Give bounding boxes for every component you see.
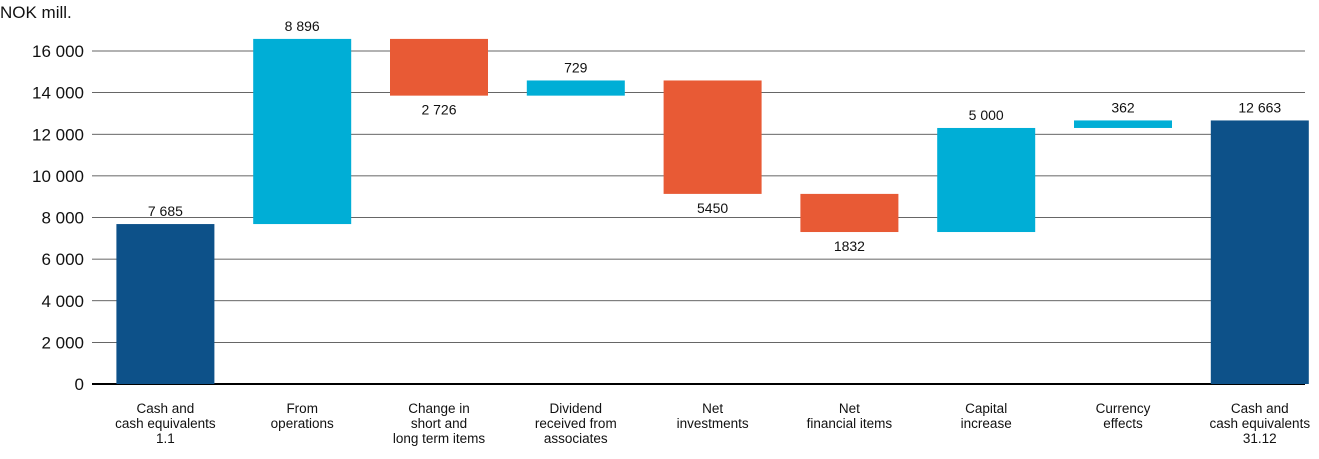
y-axis-label: NOK mill.	[0, 3, 72, 22]
x-tick-label-line: cash equivalents	[115, 416, 216, 431]
data-label: 362	[1111, 99, 1135, 115]
y-tick-label: 6 000	[41, 250, 84, 269]
bar	[800, 193, 899, 233]
data-label: 7 685	[148, 203, 183, 219]
x-tick-label-line: investments	[677, 416, 749, 431]
x-tick-label-line: 31.12	[1243, 431, 1277, 446]
bar	[1074, 120, 1172, 128]
x-tick-label: Capital increase	[961, 401, 1012, 431]
bar	[663, 80, 762, 194]
x-tick-label: Change in short and long term items	[393, 401, 486, 446]
bar	[390, 38, 488, 96]
x-tick-label-line: From	[286, 401, 318, 416]
data-label: 2 726	[421, 102, 456, 118]
x-tick-label: Cash and cash equivalents 31.12	[1210, 401, 1311, 446]
x-tick-label-line: associates	[544, 431, 608, 446]
x-tick-label-line: Cash and	[1231, 401, 1289, 416]
bar	[1210, 120, 1309, 385]
x-tick-label: Dividend received from associates	[535, 401, 617, 446]
y-tick-label: 8 000	[41, 209, 84, 228]
bar	[116, 224, 215, 384]
x-tick-label-line: operations	[271, 416, 334, 431]
x-tick-label: Net financial items	[807, 401, 893, 431]
x-tick-label-line: 1.1	[156, 431, 175, 446]
x-tick-label: Net investments	[677, 401, 749, 431]
x-tick-label: From operations	[271, 401, 334, 431]
bar	[526, 80, 625, 96]
y-tick-label: 0	[75, 375, 84, 394]
x-tick-label-line: short and	[411, 416, 467, 431]
x-tick-label-line: cash equivalents	[1210, 416, 1311, 431]
data-label: 12 663	[1238, 99, 1281, 115]
x-tick-label-line: Change in	[408, 401, 470, 416]
data-label: 8 896	[285, 18, 320, 34]
x-tick-label-line: increase	[961, 416, 1012, 431]
y-tick-label: 4 000	[41, 292, 84, 311]
data-label: 1832	[834, 238, 865, 254]
y-tick-label: 12 000	[32, 125, 84, 144]
x-tick-label: Currency effects	[1096, 401, 1151, 431]
x-tick-label-line: Capital	[965, 401, 1007, 416]
data-label: 5450	[697, 200, 728, 216]
x-tick-label-line: long term items	[393, 431, 486, 446]
y-tick-label: 16 000	[32, 42, 84, 61]
x-tick-label-line: Currency	[1096, 401, 1151, 416]
x-tick-label-line: received from	[535, 416, 617, 431]
x-tick-label-line: Cash and	[137, 401, 195, 416]
x-tick-label-line: effects	[1103, 416, 1143, 431]
data-label: 5 000	[969, 107, 1004, 123]
x-tick-label-line: financial items	[807, 416, 893, 431]
x-tick-label-line: Dividend	[550, 401, 603, 416]
bar	[253, 38, 352, 225]
y-tick-label: 14 000	[32, 84, 84, 103]
x-tick-label-line: Net	[702, 401, 723, 416]
data-label: 729	[564, 59, 588, 75]
bar	[937, 127, 1036, 233]
y-tick-label: 2 000	[41, 333, 84, 352]
y-tick-label: 10 000	[32, 167, 84, 186]
x-tick-label: Cash and cash equivalents 1.1	[115, 401, 216, 446]
x-tick-label-line: Net	[839, 401, 860, 416]
